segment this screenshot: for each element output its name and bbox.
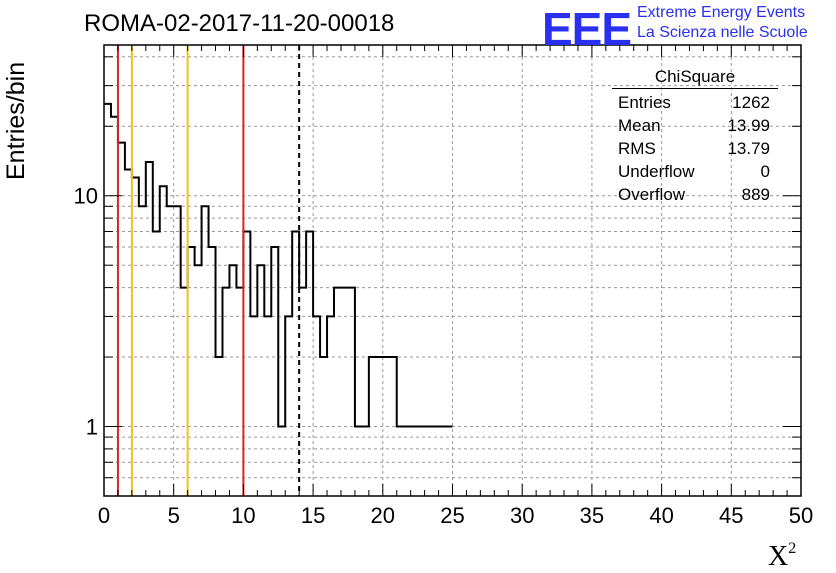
stats-value: 13.79 bbox=[727, 139, 770, 158]
stats-row-entries: Entries 1262 bbox=[612, 91, 778, 114]
stats-value: 13.99 bbox=[727, 116, 770, 135]
x-axis-label: X2 bbox=[768, 540, 796, 573]
x-tick-label: 50 bbox=[789, 503, 813, 528]
stats-row-mean: Mean 13.99 bbox=[612, 114, 778, 137]
stats-label: Underflow bbox=[618, 162, 695, 181]
logo-line-1: Extreme Energy Events bbox=[637, 4, 806, 21]
stats-value: 889 bbox=[741, 185, 770, 204]
y-axis-label: Entries/bin bbox=[2, 61, 30, 180]
x-tick-label: 5 bbox=[168, 503, 180, 528]
eee-logo: EEE bbox=[542, 3, 632, 55]
logo-line-2: La Scienza nelle Scuole bbox=[637, 24, 808, 41]
stats-label: Mean bbox=[618, 116, 661, 135]
histogram-line bbox=[104, 102, 453, 428]
x-tick-label: 35 bbox=[580, 503, 604, 528]
stats-value: 0 bbox=[760, 162, 770, 181]
stats-row-overflow: Overflow 889 bbox=[612, 183, 778, 206]
stats-label: Entries bbox=[618, 93, 671, 112]
x-tick-label: 30 bbox=[510, 503, 534, 528]
x-tick-label: 40 bbox=[649, 503, 673, 528]
x-tick-label: 20 bbox=[371, 503, 395, 528]
stats-title: ChiSquare bbox=[612, 66, 778, 89]
stats-row-underflow: Underflow 0 bbox=[612, 160, 778, 183]
y-tick-label: 1 bbox=[86, 415, 98, 440]
stats-row-rms: RMS 13.79 bbox=[612, 137, 778, 160]
x-tick-label: 10 bbox=[231, 503, 255, 528]
run-title: ROMA-02-2017-11-20-00018 bbox=[84, 10, 395, 37]
y-tick-label: 10 bbox=[74, 184, 98, 209]
stats-label: RMS bbox=[618, 139, 656, 158]
x-tick-label: 45 bbox=[719, 503, 743, 528]
stats-value: 1262 bbox=[732, 93, 770, 112]
stats-box: ChiSquare Entries 1262 Mean 13.99 RMS 13.79… bbox=[612, 66, 778, 206]
x-tick-label: 0 bbox=[98, 503, 110, 528]
stats-label: Overflow bbox=[618, 185, 686, 204]
x-axis-label-base: X bbox=[768, 541, 789, 572]
x-tick-label: 25 bbox=[440, 503, 464, 528]
x-tick-label: 15 bbox=[301, 503, 325, 528]
x-axis-label-superscript: 2 bbox=[788, 540, 797, 557]
